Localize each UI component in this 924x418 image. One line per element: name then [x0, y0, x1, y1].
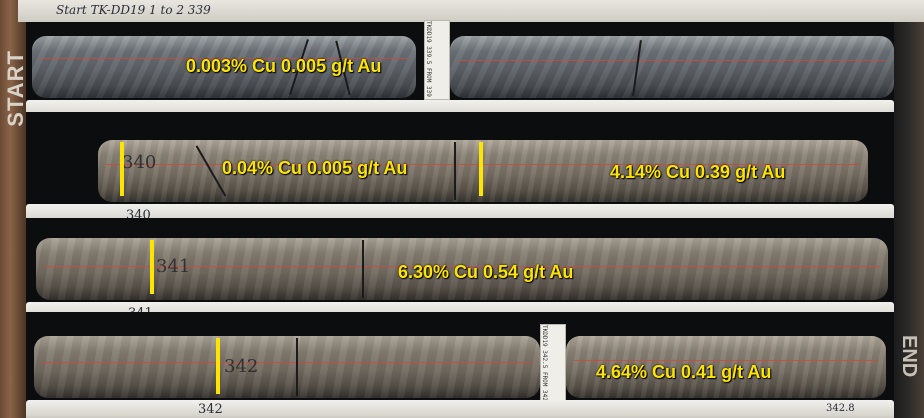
tray-divider: 342 342.8	[26, 400, 894, 418]
interval-boundary-bar	[479, 142, 483, 196]
core-row-2: 340 0.04% Cu 0.005 g/t Au 4.14% Cu 0.39 …	[26, 112, 894, 228]
core-row-4: TKDD19 342.5 FROM 342 342 4.64% Cu 0.41 …	[26, 312, 894, 418]
tray-left-end: START	[0, 0, 28, 418]
interval-start-bar	[150, 240, 154, 294]
core-depth-mark: 342	[224, 356, 259, 377]
interval-start-bar	[216, 338, 220, 394]
core-row-3: 341 6.30% Cu 0.54 g/t Au 341	[26, 218, 894, 326]
assay-label: 4.14% Cu 0.39 g/t Au	[610, 162, 786, 182]
core-segment	[32, 36, 416, 98]
depth-marker: 342	[198, 402, 223, 417]
depth-tag: TKDD19 339.5 FROM 339	[424, 20, 450, 100]
assay-label: 0.003% Cu 0.005 g/t Au	[186, 56, 382, 76]
core-row-1: TKDD19 339.5 FROM 339 0.003% Cu 0.005 g/…	[26, 20, 894, 124]
core-segment	[98, 140, 868, 202]
depth-tag: TKDD19 342.5 FROM 342	[540, 324, 566, 402]
assay-label: 4.64% Cu 0.41 g/t Au	[596, 362, 772, 382]
tray-right-end: END	[894, 0, 924, 418]
assay-label: 6.30% Cu 0.54 g/t Au	[398, 262, 574, 282]
core-segment	[566, 336, 886, 398]
core-segment	[34, 336, 540, 398]
core-depth-mark: 341	[156, 256, 191, 277]
end-depth-marker: 342.8	[826, 403, 855, 414]
core-depth-mark: 340	[122, 152, 157, 173]
core-segment	[450, 36, 894, 98]
end-label: END	[898, 335, 920, 378]
assay-label: 0.04% Cu 0.005 g/t Au	[222, 158, 408, 178]
core-segment	[36, 238, 888, 300]
top-divider-strip: Start TK-DD19 1 to 2 339	[18, 0, 924, 22]
start-handwriting: Start TK-DD19 1 to 2 339	[56, 3, 211, 17]
start-label: START	[3, 50, 28, 127]
interval-start-bar	[120, 142, 124, 196]
